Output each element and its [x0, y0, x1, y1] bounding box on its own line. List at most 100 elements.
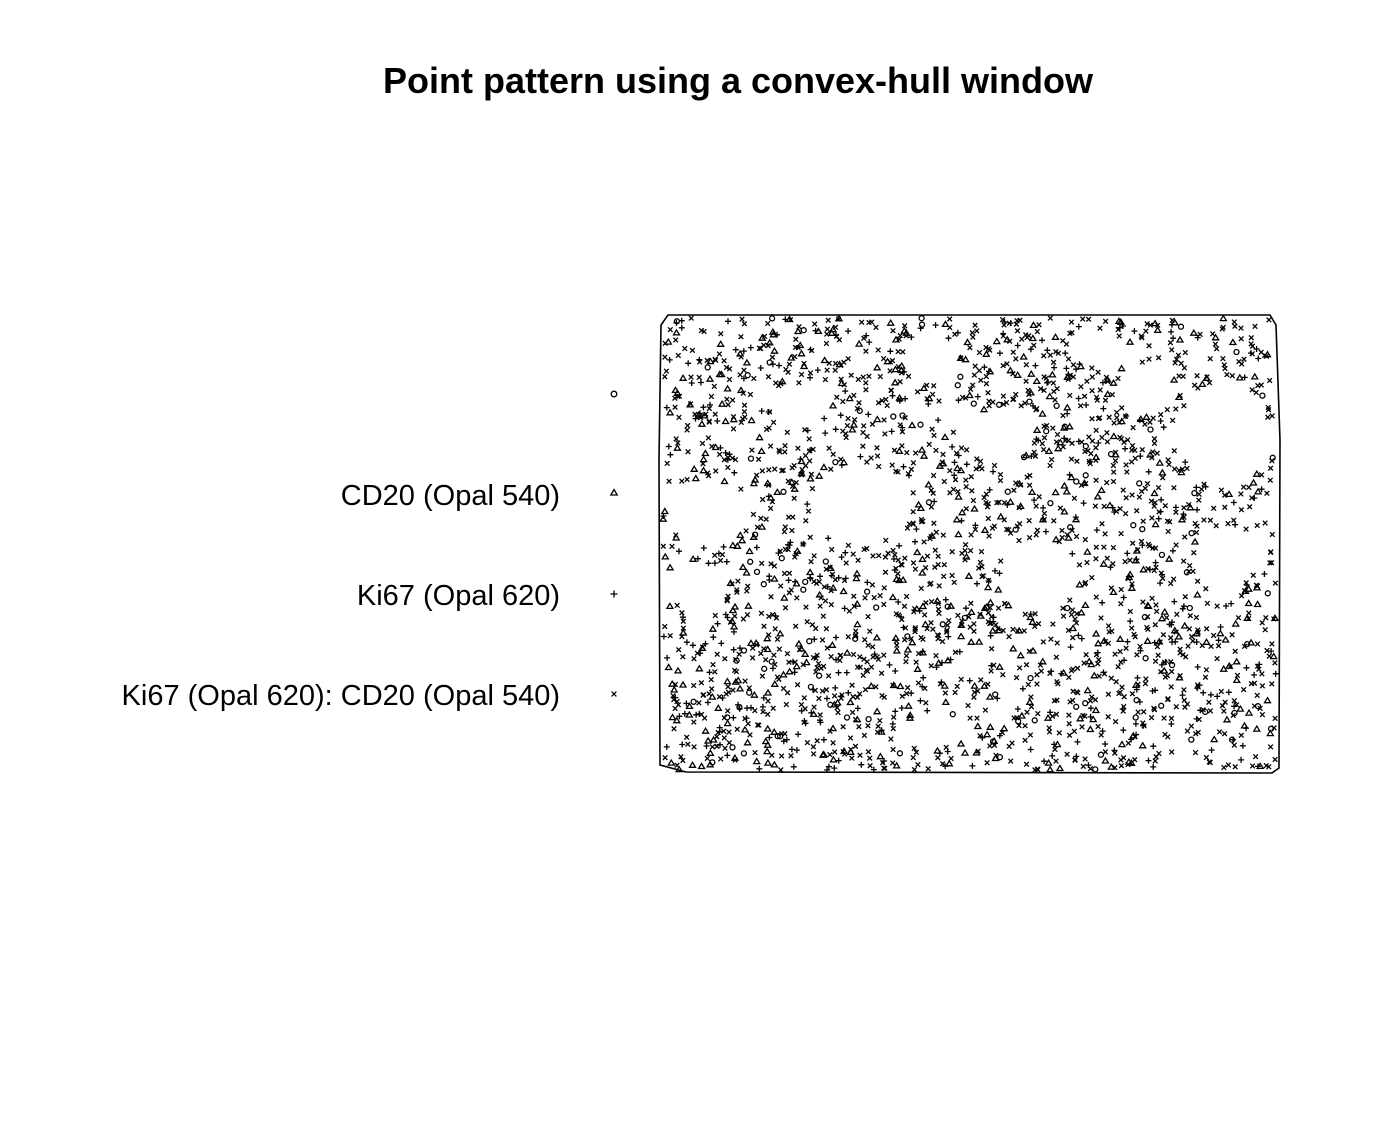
point-triangle: [665, 602, 675, 610]
legend-symbol-cross: [611, 691, 617, 697]
point-triangle: [903, 645, 913, 653]
point-plus: [759, 703, 766, 710]
point-plus: [974, 580, 980, 587]
point-cross: [691, 655, 697, 662]
point-cross: [1272, 660, 1278, 666]
point-triangle: [891, 335, 901, 343]
point-cross: [787, 317, 794, 323]
point-cross: [1112, 651, 1118, 657]
point-cross: [827, 564, 833, 571]
point-plus: [901, 368, 908, 375]
point-cross: [849, 755, 855, 761]
point-circle: [843, 714, 851, 721]
point-cross: [1206, 699, 1212, 705]
point-plus: [920, 674, 927, 681]
point-cross: [993, 752, 999, 759]
point-cross: [1087, 460, 1093, 467]
point-plus: [697, 379, 704, 386]
point-cross: [967, 547, 974, 554]
point-plus: [1272, 670, 1279, 677]
point-plus: [1215, 637, 1222, 644]
point-cross: [816, 695, 822, 702]
point-cross: [674, 698, 680, 705]
point-plus: [833, 634, 839, 641]
point-cross: [952, 331, 958, 338]
point-cross: [930, 626, 936, 632]
point-cross: [1033, 503, 1039, 509]
point-plus: [951, 472, 958, 479]
point-cross: [913, 659, 919, 665]
point-plus: [828, 572, 835, 579]
point-cross: [749, 655, 756, 661]
point-cross: [1076, 562, 1083, 568]
point-cross: [1168, 715, 1175, 722]
point-cross: [1129, 442, 1136, 449]
point-cross: [1023, 761, 1030, 768]
point-triangle: [1107, 762, 1116, 770]
point-cross: [1182, 349, 1189, 356]
point-plus: [1157, 418, 1164, 424]
point-plus: [864, 579, 871, 586]
point-triangle: [1083, 547, 1092, 555]
point-cross: [840, 428, 846, 434]
point-cross: [968, 532, 974, 538]
point-triangle: [697, 419, 707, 427]
point-triangle: [749, 479, 759, 487]
point-triangle: [729, 622, 739, 630]
point-cross: [1234, 672, 1241, 679]
point-cross: [881, 585, 888, 591]
point-cross: [854, 405, 861, 412]
point-cross: [1123, 495, 1129, 501]
point-triangle: [867, 682, 876, 689]
point-cross: [776, 646, 783, 652]
point-plus: [756, 765, 763, 772]
point-plus: [683, 639, 690, 646]
point-cross: [860, 374, 866, 380]
point-cross: [1127, 557, 1133, 564]
point-triangle: [1221, 635, 1230, 643]
point-plus: [782, 316, 789, 323]
point-cross: [1171, 466, 1178, 472]
point-cross: [717, 557, 724, 564]
point-cross: [1108, 675, 1115, 682]
point-cross: [1000, 362, 1006, 369]
point-triangle: [1045, 765, 1055, 773]
point-triangle: [1016, 651, 1025, 659]
point-triangle: [1065, 422, 1074, 430]
point-cross: [901, 323, 908, 329]
point-cross: [1155, 484, 1162, 491]
point-cross: [1267, 560, 1273, 566]
point-cross: [706, 405, 713, 412]
point-cross: [870, 553, 876, 559]
point-cross: [1184, 465, 1190, 472]
point-cross: [806, 458, 813, 464]
point-cross: [1221, 730, 1228, 737]
point-triangle: [1177, 468, 1186, 476]
point-plus: [694, 555, 701, 562]
point-cross: [671, 696, 677, 703]
point-cross: [1106, 629, 1112, 635]
point-plus: [870, 766, 877, 773]
point-cross: [1240, 686, 1247, 693]
point-cross: [857, 664, 863, 670]
point-triangle: [839, 587, 848, 595]
point-cross: [881, 694, 888, 700]
point-cross: [1049, 713, 1056, 719]
point-triangle: [1198, 380, 1207, 388]
point-plus: [833, 656, 839, 663]
point-plus: [919, 648, 926, 655]
point-plus: [731, 469, 738, 476]
point-cross: [688, 374, 694, 380]
point-cross: [929, 391, 936, 398]
point-cross: [1129, 492, 1135, 498]
point-cross: [985, 390, 991, 396]
point-cross: [1171, 485, 1177, 491]
point-triangle: [877, 727, 886, 735]
point-plus: [700, 545, 707, 551]
point-cross: [968, 473, 974, 480]
point-cross: [1054, 678, 1060, 685]
point-triangle: [828, 641, 837, 648]
point-triangle: [714, 704, 723, 711]
point-cross: [1168, 668, 1175, 675]
point-cross: [730, 687, 736, 693]
